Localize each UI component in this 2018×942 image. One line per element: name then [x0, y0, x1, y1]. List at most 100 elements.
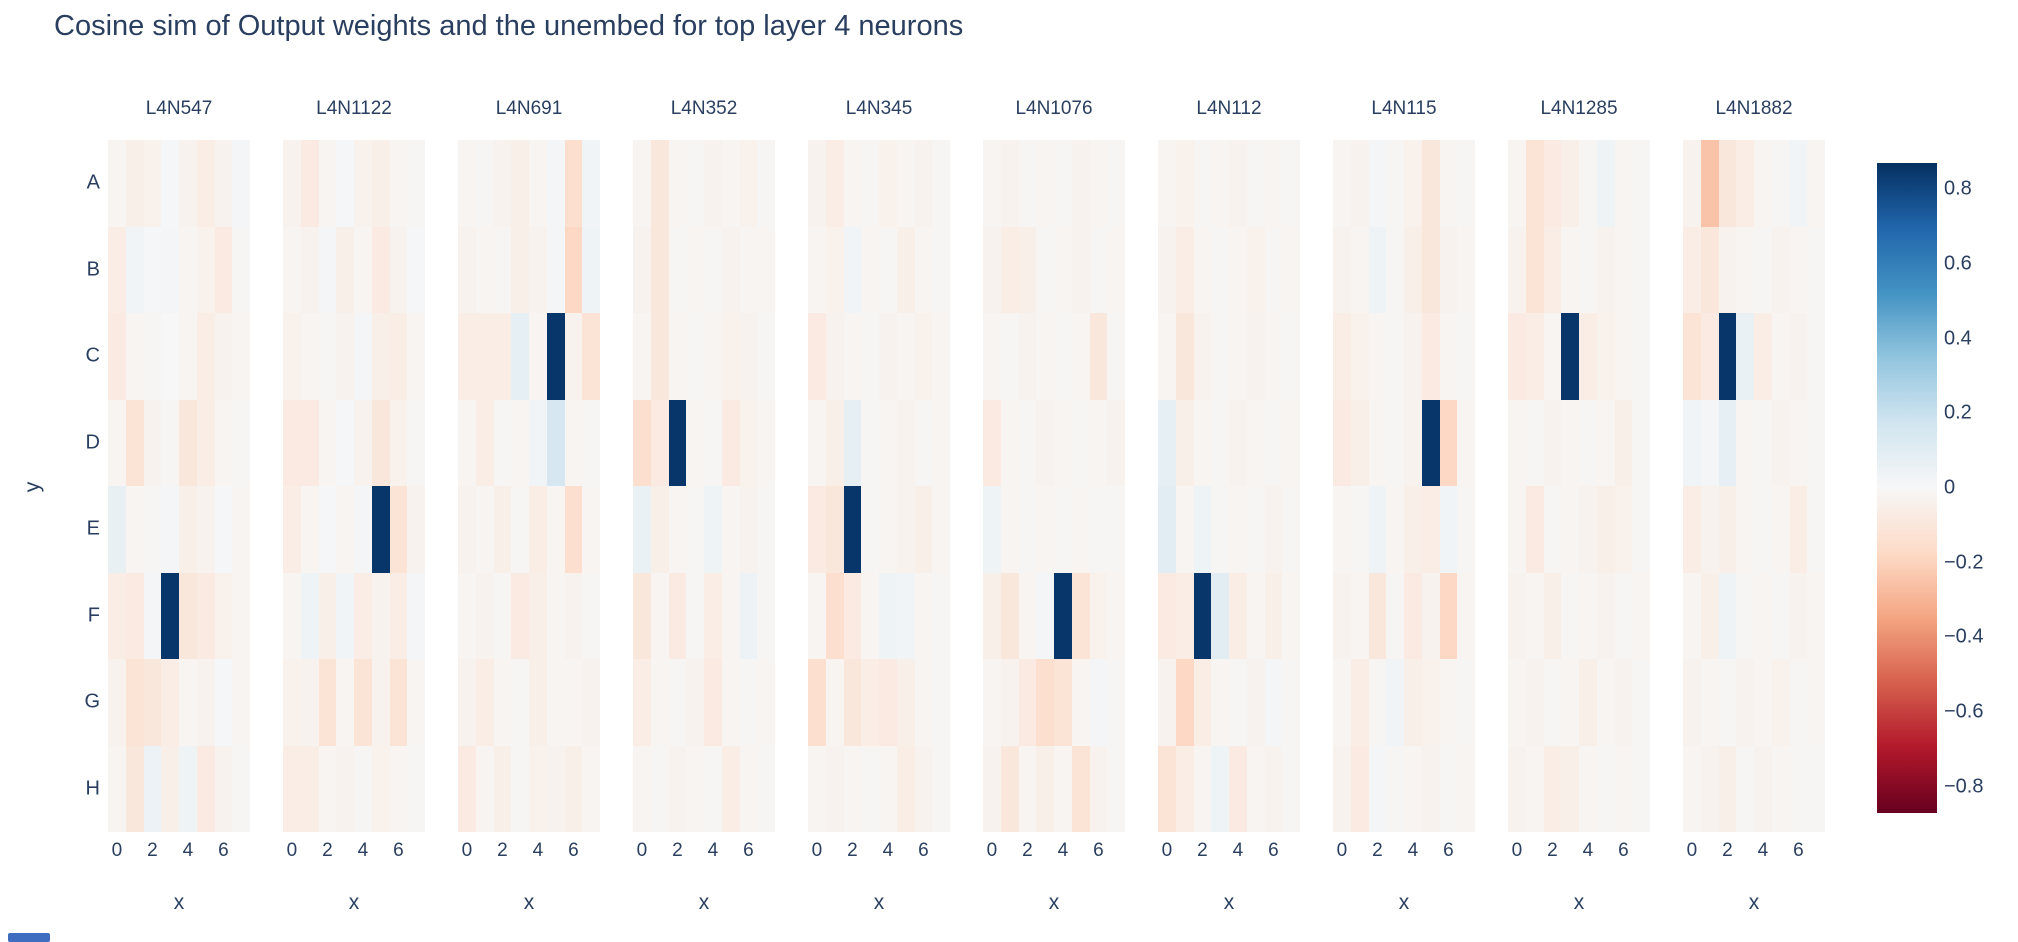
heatmap-cell: [1789, 486, 1808, 573]
heatmap-cell: [1700, 659, 1719, 746]
heatmap-cell: [161, 572, 179, 659]
heatmap-cell: [1368, 745, 1387, 832]
heatmap-cell: [1036, 572, 1054, 659]
x-tick-label: 0: [111, 840, 123, 861]
x-tick-label: 4: [1057, 840, 1069, 861]
heatmap-plot-area[interactable]: [108, 140, 250, 832]
heatmap-cell: [1543, 745, 1562, 832]
heatmap-plot-area[interactable]: [808, 140, 950, 832]
x-tick-label: 2: [1722, 840, 1733, 861]
heatmap-cell: [1736, 659, 1754, 746]
heatmap-cell: [179, 745, 197, 832]
heatmap-cell: [896, 659, 915, 746]
plotly-logo-partial[interactable]: [8, 933, 50, 942]
heatmap-plot-area[interactable]: [283, 140, 425, 832]
facet-title: L4N352: [670, 98, 738, 119]
heatmap-cell: [1000, 399, 1019, 486]
heatmap-cell: [808, 140, 826, 227]
heatmap-cell: [143, 572, 162, 659]
x-tick-label: 4: [1232, 840, 1244, 861]
x-axis-title: x: [173, 891, 185, 914]
heatmap-plot-area[interactable]: [1333, 140, 1475, 832]
heatmap-cell: [1421, 226, 1440, 313]
heatmap-cell: [1683, 572, 1701, 659]
heatmap-cell: [1018, 399, 1037, 486]
heatmap-cell: [283, 572, 301, 659]
heatmap-cell: [1614, 659, 1633, 746]
heatmap-cell: [318, 572, 337, 659]
colorbar-tick-labels: 0.8 0.6 0.4 0.2 0 −0.2 −0.4 −0.6 −0.8: [1944, 163, 2014, 813]
heatmap-cell: [1333, 399, 1351, 486]
heatmap-cell: [511, 659, 529, 746]
heatmap-cell: [1229, 486, 1247, 573]
heatmap-cell: [739, 399, 758, 486]
heatmap-cell: [493, 486, 512, 573]
heatmap-cell: [1718, 140, 1737, 227]
heatmap-cell: [1754, 659, 1772, 746]
heatmap-cell: [1018, 313, 1037, 400]
heatmap-plot-area[interactable]: [633, 140, 775, 832]
heatmap-cell: [336, 140, 354, 227]
heatmap-cell: [1193, 140, 1212, 227]
heatmap-plot-area[interactable]: [458, 140, 600, 832]
x-tick-label: 6: [568, 840, 579, 861]
x-tick-label: 2: [672, 840, 683, 861]
heatmap-cell: [1158, 140, 1176, 227]
heatmap-cell: [896, 140, 915, 227]
heatmap-cell: [932, 745, 950, 832]
heatmap-cell: [1525, 745, 1544, 832]
heatmap-cell: [1457, 140, 1475, 227]
heatmap-cell: [1579, 572, 1597, 659]
heatmap-cell: [1193, 313, 1212, 400]
heatmap-cell: [564, 226, 583, 313]
heatmap-cell: [861, 659, 879, 746]
heatmap-cell: [300, 745, 319, 832]
heatmap-cell: [1508, 399, 1526, 486]
colorbar-tick-label: 0.4: [1944, 327, 1972, 350]
heatmap-cell: [1158, 745, 1176, 832]
heatmap-cell: [1700, 313, 1719, 400]
x-tick-label: 4: [182, 840, 194, 861]
heatmap-cell: [511, 399, 529, 486]
heatmap-cell: [1386, 226, 1404, 313]
x-tick-label: 6: [1793, 840, 1804, 861]
heatmap-cell: [1089, 486, 1108, 573]
facet-title: L4N547: [145, 98, 213, 119]
x-tick-labels: 0 2 4 6: [983, 840, 1125, 864]
heatmap-cell: [879, 399, 897, 486]
heatmap-cell: [232, 486, 250, 573]
heatmap-cell: [143, 313, 162, 400]
heatmap-cell: [300, 313, 319, 400]
heatmap-cell: [529, 140, 547, 227]
heatmap-cell: [214, 486, 233, 573]
heatmap-cell: [1264, 226, 1283, 313]
heatmap-cell: [704, 745, 722, 832]
heatmap-cell: [1718, 572, 1737, 659]
heatmap-plot-area[interactable]: [1508, 140, 1650, 832]
heatmap-cell: [1036, 226, 1054, 313]
heatmap-cell: [143, 226, 162, 313]
heatmap-cell: [475, 140, 494, 227]
heatmap-cell: [650, 313, 669, 400]
x-tick-label: 0: [1336, 840, 1348, 861]
heatmap-cell: [983, 745, 1001, 832]
heatmap-cell: [1736, 399, 1754, 486]
heatmap-cell: [1807, 226, 1825, 313]
heatmap-cell: [650, 486, 669, 573]
heatmap-cell: [808, 226, 826, 313]
heatmap-cell: [1211, 140, 1229, 227]
heatmap-cell: [1771, 140, 1790, 227]
heatmap-cell: [1229, 140, 1247, 227]
heatmap-cell: [1457, 226, 1475, 313]
heatmap-cell: [739, 313, 758, 400]
heatmap-plot-area[interactable]: [1683, 140, 1825, 832]
heatmap-plot-area[interactable]: [983, 140, 1125, 832]
heatmap-cell: [1246, 399, 1265, 486]
heatmap-cell: [1596, 399, 1615, 486]
heatmap-cell: [861, 313, 879, 400]
heatmap-cell: [300, 486, 319, 573]
heatmap-plot-area[interactable]: [1158, 140, 1300, 832]
heatmap-cell: [721, 399, 740, 486]
heatmap-cell: [511, 140, 529, 227]
heatmap-cell: [1368, 140, 1387, 227]
